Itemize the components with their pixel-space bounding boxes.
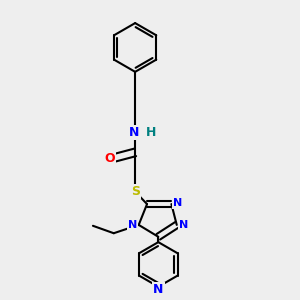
Text: N: N — [173, 198, 182, 208]
Text: O: O — [105, 152, 115, 164]
Text: S: S — [130, 185, 140, 198]
Text: N: N — [179, 220, 188, 230]
Text: H: H — [146, 126, 156, 139]
Text: N: N — [153, 283, 164, 296]
Text: N: N — [128, 220, 137, 230]
Text: N: N — [129, 126, 140, 139]
